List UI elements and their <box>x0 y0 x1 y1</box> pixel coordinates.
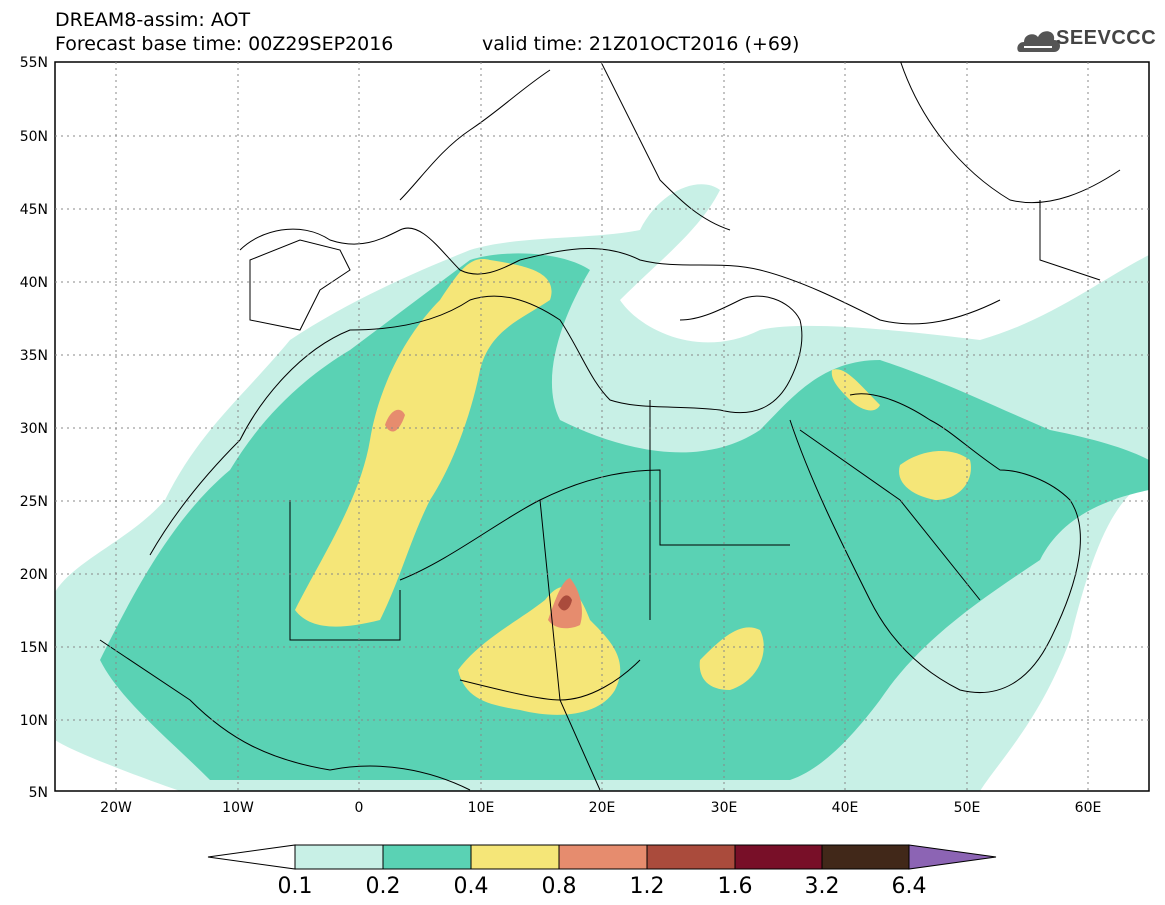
lat-label: 10N <box>20 713 48 729</box>
colorbar-label: 3.2 <box>805 874 840 899</box>
lon-label: 0 <box>355 800 364 816</box>
lat-label: 45N <box>20 202 48 218</box>
colorbar-label: 0.2 <box>366 874 401 899</box>
aot-contour-1.2-chad <box>558 595 572 611</box>
aot-contour-0.8-algeria <box>385 409 405 432</box>
colorbar-swatch <box>646 844 736 870</box>
colorbar-label: 1.2 <box>630 874 665 899</box>
lat-label: 55N <box>20 55 48 71</box>
lon-label: 10E <box>468 800 495 816</box>
seevccc-cloud-logo-icon <box>1017 31 1060 52</box>
lat-label: 20N <box>20 567 48 583</box>
aot-contour-0.4-arabia <box>899 450 971 500</box>
aot-contour-0.4-west <box>295 259 552 627</box>
forecast-base-time: Forecast base time: 00Z29SEP2016 <box>55 33 394 55</box>
map-title: DREAM8-assim: AOT <box>55 9 251 31</box>
lat-label: 50N <box>20 129 48 145</box>
logo-text: SEEVCCC <box>1056 27 1157 49</box>
lon-label: 40E <box>832 800 859 816</box>
aot-contour-0.4-iraq <box>831 369 880 411</box>
lat-label: 25N <box>20 494 48 510</box>
lon-label: 20W <box>100 800 132 816</box>
colorbar-label: 6.4 <box>892 874 927 899</box>
aot-contour-0.2 <box>100 253 1149 780</box>
colorbar-label: 0.1 <box>278 874 313 899</box>
lat-label: 15N <box>20 640 48 656</box>
colorbar-swatch <box>821 844 910 870</box>
colorbar <box>207 844 997 870</box>
colorbar-min-arrow <box>207 844 296 870</box>
colorbar-max-arrow <box>908 844 997 870</box>
aot-contour-0.4-sudan <box>699 627 764 690</box>
colorbar-swatch <box>382 844 472 870</box>
colorbar-label: 0.8 <box>542 874 577 899</box>
lon-label: 10W <box>222 800 254 816</box>
colorbar-swatch <box>558 844 648 870</box>
lon-label: 50E <box>954 800 981 816</box>
graticule <box>55 62 1149 791</box>
lat-label: 35N <box>20 348 48 364</box>
colorbar-label: 0.4 <box>454 874 489 899</box>
lon-label: 20E <box>589 800 616 816</box>
lat-label: 40N <box>20 275 48 291</box>
colorbar-label: 1.6 <box>718 874 753 899</box>
latitude-labels: 55N 50N 45N 40N 35N 30N 25N 20N 15N 10N … <box>20 55 48 801</box>
lat-label: 5N <box>29 785 48 801</box>
lat-label: 30N <box>20 421 48 437</box>
valid-time: valid time: 21Z01OCT2016 (+69) <box>482 33 800 55</box>
colorbar-swatch <box>734 844 823 870</box>
colorbar-swatch <box>470 844 560 870</box>
coastlines-and-borders <box>99 62 1121 791</box>
lon-label: 30E <box>711 800 738 816</box>
longitude-labels: 20W 10W 0 10E 20E 30E 40E 50E 60E <box>100 800 1101 816</box>
colorbar-swatch <box>294 844 384 870</box>
colorbar-labels: 0.1 0.2 0.4 0.8 1.2 1.6 3.2 6.4 <box>278 874 927 899</box>
lon-label: 60E <box>1075 800 1102 816</box>
